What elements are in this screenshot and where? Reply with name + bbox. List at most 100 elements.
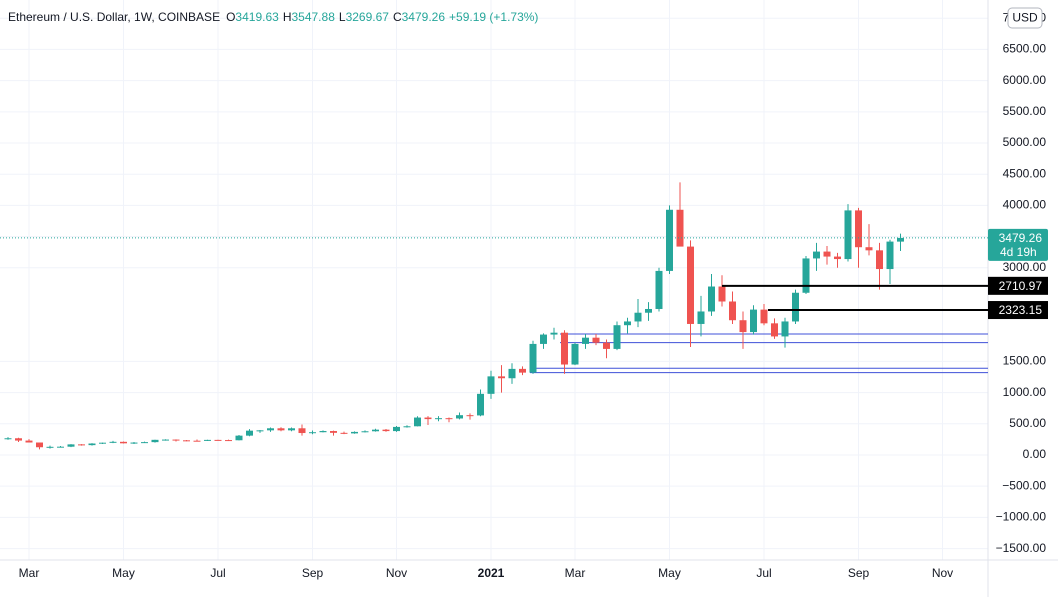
y-tick-label: −500.00 bbox=[1002, 478, 1046, 492]
x-tick-label: Nov bbox=[932, 566, 953, 580]
level-label: 2710.97 bbox=[999, 279, 1043, 293]
candle-body bbox=[330, 431, 337, 433]
change: +59.19 (+1.73%) bbox=[449, 10, 539, 24]
candle-body bbox=[739, 320, 747, 333]
candle-body bbox=[309, 432, 316, 434]
candle-body bbox=[865, 247, 873, 251]
candle-body bbox=[634, 312, 642, 322]
candle-body bbox=[792, 292, 799, 322]
y-tick-label: 3000.00 bbox=[1003, 260, 1047, 274]
candle-body bbox=[729, 301, 736, 321]
candle-body bbox=[645, 308, 652, 313]
candle-body bbox=[225, 440, 232, 442]
candle-body bbox=[414, 417, 421, 427]
x-tick-label: May bbox=[658, 566, 681, 580]
high-label: H bbox=[282, 10, 292, 24]
x-tick-label: Mar bbox=[19, 566, 40, 580]
candle-body bbox=[708, 286, 715, 312]
candle-body bbox=[697, 311, 705, 324]
candle-body bbox=[540, 334, 547, 344]
y-tick-label: 6500.00 bbox=[1003, 42, 1047, 56]
candle-body bbox=[25, 440, 33, 443]
candle-body bbox=[120, 441, 127, 444]
candle-body bbox=[760, 309, 768, 324]
candle-body bbox=[393, 426, 400, 432]
open-value: 3419.63 bbox=[235, 10, 279, 24]
candle-body bbox=[340, 432, 348, 434]
currency-button[interactable] bbox=[1007, 7, 1043, 29]
symbol: Ethereum / U.S. Dollar, 1W, COINBASE bbox=[8, 10, 221, 24]
candle-body bbox=[676, 209, 684, 247]
x-tick-label: Jul bbox=[756, 566, 771, 580]
candle-body bbox=[781, 321, 789, 337]
level-label-box bbox=[988, 301, 1048, 320]
y-tick-label: 5500.00 bbox=[1003, 104, 1047, 118]
candle-body bbox=[267, 428, 274, 431]
low-value: 3269.67 bbox=[345, 10, 389, 24]
y-tick-label: 4500.00 bbox=[1003, 166, 1047, 180]
candle-body bbox=[151, 439, 159, 443]
candle-body bbox=[319, 431, 327, 433]
countdown-label: 4d 19h bbox=[1000, 245, 1037, 259]
candle-body bbox=[624, 321, 631, 326]
candle-body bbox=[193, 440, 201, 442]
level-label-box bbox=[988, 276, 1048, 295]
close-value: 3479.26 bbox=[401, 10, 446, 24]
candle-body bbox=[844, 210, 852, 260]
candle-body bbox=[655, 270, 663, 309]
candle-body bbox=[88, 443, 96, 446]
candle-body bbox=[204, 439, 211, 441]
candle-body bbox=[466, 415, 474, 417]
candle-body bbox=[855, 210, 862, 248]
y-tick-label: 1000.00 bbox=[1003, 385, 1047, 399]
candle-body bbox=[834, 256, 841, 260]
candle-body bbox=[445, 418, 453, 420]
candle-body bbox=[508, 368, 516, 379]
level-label: 2323.15 bbox=[999, 303, 1043, 317]
candle-body bbox=[582, 337, 589, 344]
candle-body bbox=[78, 444, 85, 446]
close-label: C bbox=[392, 10, 402, 24]
candle-body bbox=[813, 251, 820, 259]
candle-body bbox=[277, 428, 285, 431]
candle-body bbox=[876, 250, 883, 270]
candle-body bbox=[403, 426, 411, 428]
candle-body bbox=[550, 332, 558, 335]
candle-body bbox=[183, 440, 190, 442]
candle-body bbox=[823, 251, 831, 257]
last-price-label: 3479.26 bbox=[999, 231, 1043, 245]
candle-body bbox=[288, 428, 295, 431]
candle-body bbox=[162, 439, 169, 441]
candle-body bbox=[886, 241, 894, 270]
x-tick-label: 2021 bbox=[478, 566, 505, 580]
candle-body bbox=[99, 442, 106, 444]
candle-body bbox=[15, 438, 22, 441]
candle-body bbox=[571, 343, 579, 365]
candle-body bbox=[603, 342, 610, 349]
candle-body bbox=[67, 444, 75, 447]
candle-body bbox=[256, 430, 264, 432]
y-tick-label: 1500.00 bbox=[1003, 354, 1047, 368]
x-tick-label: Mar bbox=[565, 566, 586, 580]
candle-body bbox=[298, 428, 306, 434]
candle-body bbox=[424, 417, 432, 420]
candle-body bbox=[130, 442, 138, 444]
candle-body bbox=[561, 332, 568, 365]
x-tick-label: Sep bbox=[302, 566, 324, 580]
last-price-box bbox=[988, 228, 1048, 261]
candle-body bbox=[487, 376, 495, 394]
y-tick-label: 5000.00 bbox=[1003, 135, 1047, 149]
low-label: L bbox=[338, 10, 346, 24]
candle-body bbox=[435, 418, 442, 420]
x-tick-label: May bbox=[112, 566, 135, 580]
candle-body bbox=[382, 429, 390, 432]
candle-body bbox=[372, 429, 379, 432]
currency-label[interactable]: USD bbox=[1012, 11, 1038, 25]
candle-body bbox=[141, 442, 148, 444]
candle-body bbox=[529, 343, 537, 373]
candle-body bbox=[477, 393, 484, 416]
candle-body bbox=[46, 446, 54, 448]
candle-body bbox=[351, 431, 358, 434]
candle-body bbox=[613, 325, 621, 349]
